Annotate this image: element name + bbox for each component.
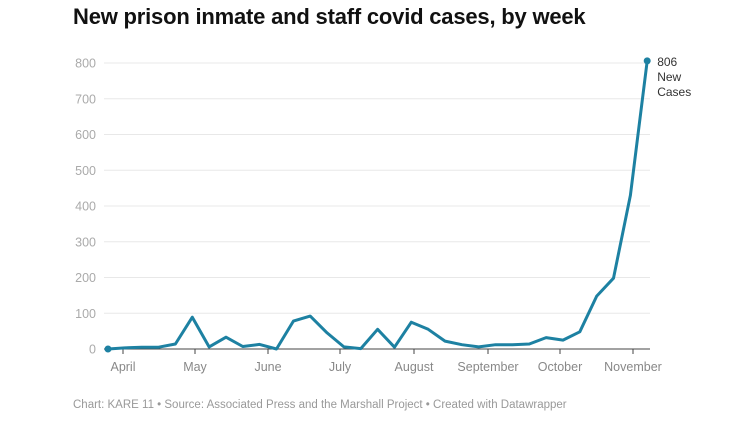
x-tick-label: October xyxy=(538,360,582,374)
x-tick-label: June xyxy=(254,360,281,374)
end-annotation: 806 New Cases xyxy=(657,55,691,99)
data-point xyxy=(643,57,651,65)
x-tick-label: July xyxy=(329,360,352,374)
y-tick-label: 700 xyxy=(75,92,96,106)
x-tick-label: August xyxy=(395,360,434,374)
annotation-value: 806 xyxy=(657,55,677,69)
y-axis-ticks: 0 100 200 300 400 500 600 700 800 xyxy=(75,57,96,357)
y-tick-label: 100 xyxy=(75,307,96,321)
series-new-cases xyxy=(104,57,651,353)
annotation-line1: New xyxy=(657,70,681,84)
y-tick-label: 500 xyxy=(75,164,96,178)
x-tick-label: April xyxy=(110,360,135,374)
series-line xyxy=(106,59,649,351)
x-axis: April May June July August September October No… xyxy=(104,348,662,374)
y-tick-label: 400 xyxy=(75,200,96,214)
x-tick-label: May xyxy=(183,360,207,374)
x-tick-label: November xyxy=(604,360,662,374)
gridlines xyxy=(104,62,650,314)
chart-title: New prison inmate and staff covid cases,… xyxy=(73,4,586,29)
y-tick-label: 800 xyxy=(75,57,96,71)
chart-footer: Chart: KARE 11 • Source: Associated Pres… xyxy=(73,399,567,411)
x-tick-label: September xyxy=(457,360,518,374)
y-tick-label: 600 xyxy=(75,128,96,142)
y-tick-label: 300 xyxy=(75,235,96,249)
y-tick-label: 200 xyxy=(75,271,96,285)
y-tick-label: 0 xyxy=(89,343,96,357)
data-point xyxy=(104,345,112,353)
annotation-line2: Cases xyxy=(657,85,691,99)
